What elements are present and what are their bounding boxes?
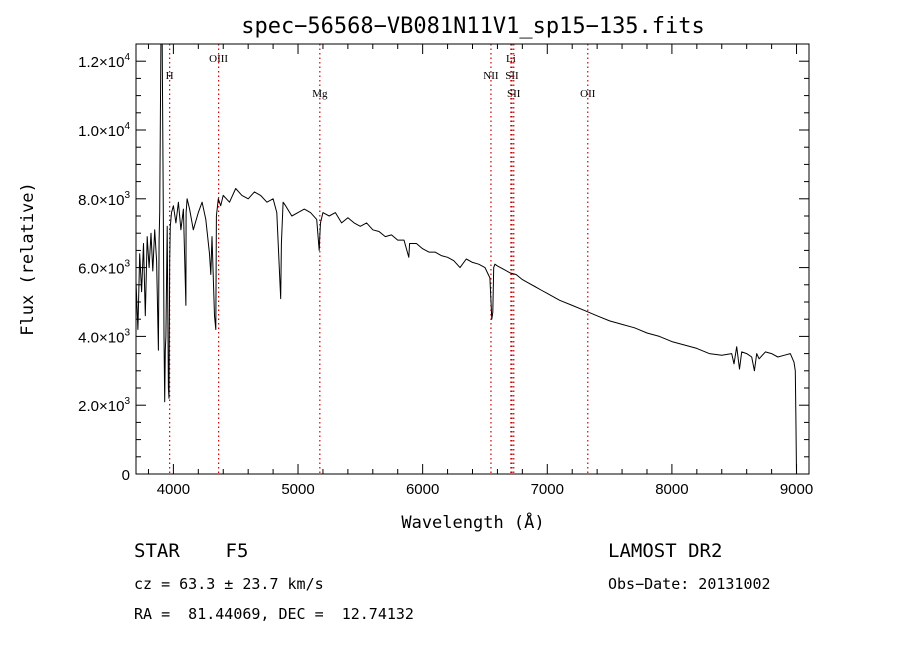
emission-line-label: SII (505, 70, 519, 82)
observation-date: Obs−Date: 20131002 (608, 575, 771, 593)
emission-line-label: Mg (312, 88, 328, 100)
y-tick-label: 6.0×103 (78, 259, 130, 278)
spectrum-series (135, 43, 797, 475)
y-tick-mantissa: 4.0×10 (78, 329, 124, 346)
y-tick-label: 2.0×103 (78, 396, 130, 415)
y-tick-label: 0 (122, 467, 130, 484)
x-tick-label: 8000 (655, 481, 688, 498)
emission-line-label: NII (483, 70, 499, 82)
y-tick-label: 1.2×104 (78, 52, 130, 71)
chart-title: spec−56568−VB081N11V1_sp15−135.fits (241, 14, 705, 39)
plot-frame (135, 43, 810, 475)
y-axis-label: Flux (relative) (18, 182, 38, 336)
x-tick-label: 5000 (281, 481, 314, 498)
y-tick-mantissa: 2.0×10 (78, 398, 124, 415)
y-tick-label: 1.0×104 (78, 121, 130, 140)
y-tick-exponent: 3 (124, 190, 130, 201)
y-tick-mantissa: 0 (122, 467, 130, 484)
y-tick-exponent: 4 (124, 121, 130, 132)
y-tick-exponent: 4 (124, 52, 130, 63)
y-tick-mantissa: 8.0×10 (78, 192, 124, 209)
y-tick-mantissa: 1.2×10 (78, 54, 124, 71)
emission-line-label: Li (506, 53, 516, 65)
emission-line-label: H (166, 70, 174, 82)
y-tick-exponent: 3 (124, 396, 130, 407)
x-tick-label: 4000 (157, 481, 190, 498)
y-tick-label: 8.0×103 (78, 190, 130, 209)
axis-ticks: 4000 5000 6000 7000 8000 900002.0×1034.0×1036… (78, 44, 813, 498)
y-tick-exponent: 3 (124, 327, 130, 338)
emission-line-label: SII (507, 88, 521, 100)
emission-lines: H OIII Mg NII Li SII SII OII (166, 44, 596, 474)
redshift-velocity: cz = 63.3 ± 23.7 km/s (134, 575, 324, 593)
x-tick-label: 6000 (406, 481, 439, 498)
object-class: STAR F5 (134, 540, 249, 562)
survey-name: LAMOST DR2 (608, 540, 723, 562)
y-tick-mantissa: 1.0×10 (78, 123, 124, 140)
x-axis-label: Wavelength (Å) (401, 511, 544, 533)
y-tick-mantissa: 6.0×10 (78, 261, 124, 278)
y-tick-exponent: 3 (124, 259, 130, 270)
x-tick-label: 9000 (780, 481, 813, 498)
spectrum-line (135, 43, 797, 475)
x-tick-label: 7000 (531, 481, 564, 498)
emission-line-label: OII (580, 88, 596, 100)
emission-line-label: OIII (209, 53, 228, 65)
y-tick-label: 4.0×103 (78, 327, 130, 346)
coordinates: RA = 81.44069, DEC = 12.74132 (134, 605, 414, 623)
